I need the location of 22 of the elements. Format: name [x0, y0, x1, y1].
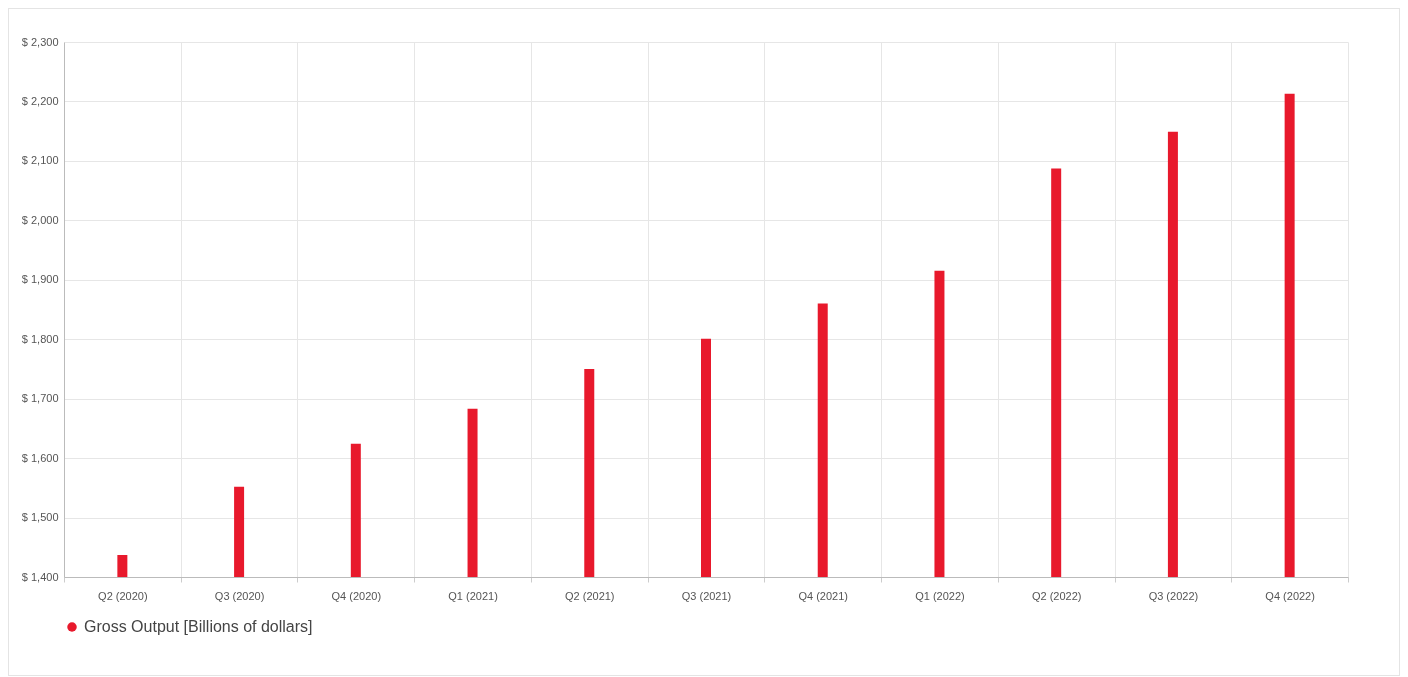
- x-tick-label: Q2 (2022): [1031, 589, 1082, 602]
- x-tick-label: Q3 (2022): [1148, 589, 1199, 602]
- y-tick-label: $ 1,600: [21, 451, 59, 464]
- x-tick-label: Q2 (2020): [98, 589, 148, 602]
- x-tick-label: Q1 (2022): [915, 589, 965, 602]
- y-tick-label: $ 1,400: [21, 570, 59, 583]
- x-tick-label: Q3 (2020): [214, 589, 265, 602]
- legend-label: Gross Output [Billions of dollars]: [84, 618, 313, 635]
- x-tick-label: Q4 (2022): [1265, 589, 1315, 602]
- x-tick-label: Q2 (2021): [565, 589, 615, 602]
- y-tick-label: $ 2,100: [21, 154, 59, 167]
- x-tick-label: Q4 (2021): [798, 589, 848, 602]
- x-tick-label: Q1 (2021): [448, 589, 498, 602]
- y-tick-label: $ 2,200: [21, 94, 59, 107]
- y-tick-label: $ 1,500: [21, 511, 59, 524]
- y-tick-label: $ 1,800: [21, 332, 59, 345]
- x-tick-label: Q3 (2021): [681, 589, 732, 602]
- y-tick-label: $ 1,700: [21, 392, 59, 405]
- y-tick-label: $ 1,900: [21, 273, 59, 286]
- x-tick-label: Q4 (2020): [331, 589, 382, 602]
- y-tick-label: $ 2,000: [21, 213, 59, 226]
- y-tick-label: $ 2,300: [21, 35, 59, 48]
